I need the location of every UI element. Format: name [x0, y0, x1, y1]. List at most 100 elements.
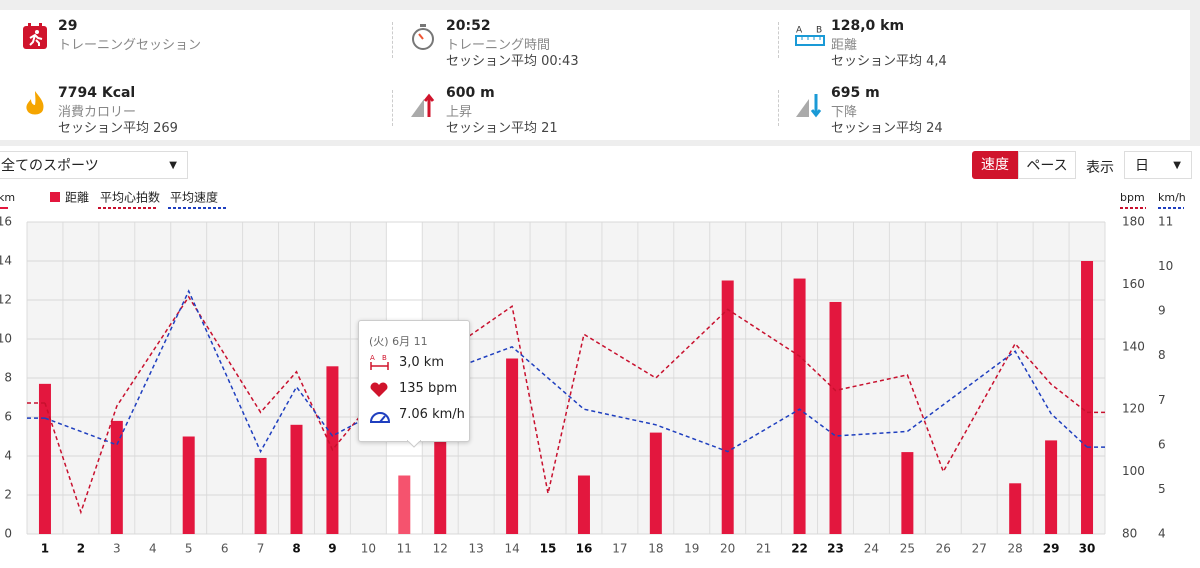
- x-tick-label: 30: [1079, 542, 1096, 556]
- y3-tick-label: 7: [1158, 393, 1166, 407]
- view-label: 表示: [1086, 160, 1114, 176]
- x-tick-label: 18: [648, 542, 663, 556]
- tooltip-speed: 7.06 km/h: [399, 407, 465, 422]
- bar: [1081, 261, 1094, 534]
- stat: 20:52 トレーニング時間 セッション平均 00:43: [410, 18, 770, 70]
- divider: [392, 90, 394, 126]
- stat-label: 消費カロリー: [58, 105, 137, 120]
- dropdown-text: 日: [1135, 158, 1149, 174]
- x-tick-label: 6: [221, 542, 229, 556]
- tooltip-distance: 3,0 km: [399, 355, 444, 370]
- chart: 0246810121416801001201401601804567891011…: [0, 190, 1186, 556]
- stat-value: 695 m: [831, 85, 880, 101]
- x-tick-label: 2: [77, 542, 85, 556]
- stat: 7794 Kcal 消費カロリー セッション平均 269: [22, 85, 382, 137]
- stat-label: 下降: [831, 105, 858, 120]
- divider: [778, 22, 780, 58]
- x-tick-label: 16: [576, 542, 593, 556]
- bar: [434, 436, 447, 534]
- legend-label: 平均心拍数: [100, 190, 160, 205]
- pace-button[interactable]: ペース: [1018, 151, 1076, 179]
- x-tick-label: 24: [864, 542, 879, 556]
- svg-text:A: A: [370, 354, 375, 362]
- bar: [793, 278, 806, 534]
- y-tick-label: 14: [0, 254, 12, 268]
- svg-text:B: B: [382, 354, 387, 362]
- y-tick-label: 8: [4, 371, 12, 385]
- stat-value: 600 m: [446, 85, 495, 101]
- legend-swatch: [50, 192, 60, 202]
- bar: [649, 432, 662, 534]
- line: [44, 289, 1088, 454]
- sport-dropdown[interactable]: 全てのスポーツ ▼: [0, 151, 188, 179]
- bar: [721, 280, 734, 534]
- icon: [369, 412, 391, 423]
- x-tick-label: 26: [936, 542, 951, 556]
- bar: [398, 475, 411, 534]
- y-tick-label: 10: [0, 332, 12, 346]
- stat-sub: セッション平均 269: [58, 121, 178, 136]
- x-tick-label: 15: [540, 542, 557, 556]
- stat-value: 7794 Kcal: [58, 85, 136, 101]
- x-tick-label: 28: [1008, 542, 1023, 556]
- svg-text:B: B: [816, 26, 822, 36]
- stat: 600 m 上昇 セッション平均 21: [410, 85, 770, 137]
- x-tick-label: 23: [827, 542, 844, 556]
- stat-sub: セッション平均 21: [446, 121, 558, 136]
- bar: [829, 301, 842, 534]
- y2-tick-label: 160: [1122, 277, 1145, 291]
- bar: [110, 420, 123, 534]
- bar: [1045, 440, 1058, 534]
- x-tick-label: 14: [504, 542, 519, 556]
- tooltip-title: (火) 6月 11: [369, 335, 428, 348]
- legend-label: 平均速度: [170, 190, 218, 205]
- icon: [26, 91, 44, 115]
- y-tick-label: 6: [4, 410, 12, 424]
- x-tick-label: 25: [900, 542, 915, 556]
- x-tick-label: 20: [720, 542, 735, 556]
- stat-sub: セッション平均 00:43: [446, 54, 579, 69]
- stat-value: 20:52: [446, 18, 491, 34]
- speed-button[interactable]: 速度: [972, 151, 1018, 179]
- y2-tick-label: 180: [1122, 215, 1145, 229]
- tooltip-heart-rate: 135 bpm: [399, 381, 458, 396]
- x-tick-label: 22: [791, 542, 808, 556]
- bar: [38, 383, 51, 534]
- x-tick-label: 10: [361, 542, 376, 556]
- x-tick-label: 17: [612, 542, 627, 556]
- x-tick-label: 27: [972, 542, 987, 556]
- stat-label: 上昇: [446, 105, 473, 120]
- bar: [901, 452, 914, 534]
- icon: [412, 24, 434, 50]
- x-tick-label: 8: [292, 542, 300, 556]
- y3-tick-label: 6: [1158, 437, 1166, 451]
- x-tick-label: 1: [41, 542, 49, 556]
- summary-panel: 29 トレーニングセッション 20:52 トレーニング時間 セッション平均 00…: [0, 10, 1190, 140]
- icon: [796, 94, 822, 118]
- y-tick-label: 12: [0, 293, 12, 307]
- x-tick-label: 13: [469, 542, 484, 556]
- icon: [411, 93, 435, 117]
- x-tick-label: 21: [756, 542, 771, 556]
- stat-sub: セッション平均 4,4: [831, 54, 947, 69]
- x-tick-label: 3: [113, 542, 121, 556]
- bar: [182, 436, 195, 534]
- y3-tick-label: 10: [1158, 259, 1173, 273]
- bar: [577, 475, 590, 534]
- icon: [23, 23, 47, 49]
- legend-label: 距離: [65, 191, 89, 205]
- view-dropdown[interactable]: 日 ▼: [1124, 151, 1192, 179]
- bar: [254, 457, 267, 534]
- x-tick-label: 29: [1043, 542, 1060, 556]
- y3-tick-label: 11: [1158, 215, 1173, 229]
- y3-tick-label: 8: [1158, 348, 1166, 362]
- axis-label: km: [0, 191, 15, 204]
- y2-tick-label: 100: [1122, 464, 1145, 478]
- y-tick-label: 0: [4, 527, 12, 541]
- icon: [370, 382, 388, 397]
- stat-value: 29: [58, 18, 78, 34]
- y2-tick-label: 120: [1122, 402, 1145, 416]
